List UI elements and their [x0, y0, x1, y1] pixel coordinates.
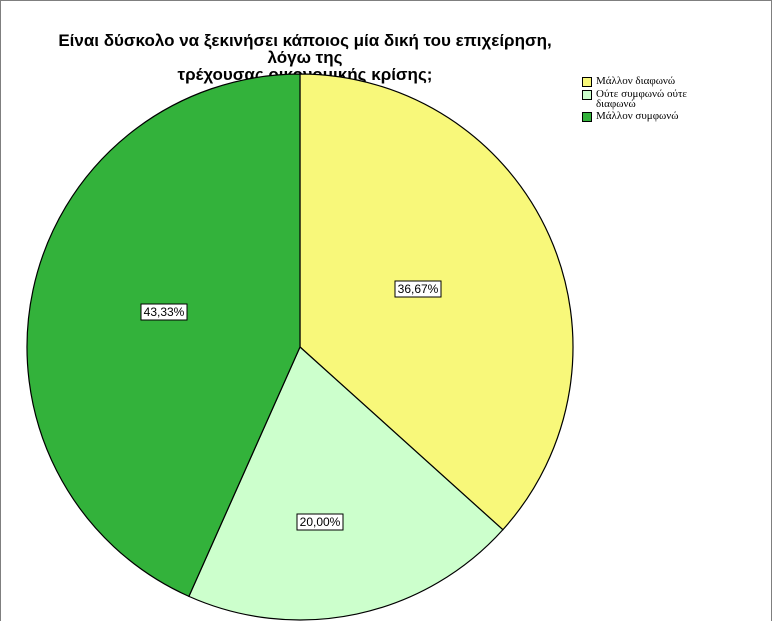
slice-value-label-box: [296, 513, 344, 531]
slice-value-label-2: 20,00%: [296, 513, 344, 531]
chart-legend: Μάλλον διαφωνώ Ούτε συμφωνώ ούτε διαφωνώ Μ…: [582, 76, 762, 124]
slice-value-label-text: 43,33%: [144, 305, 185, 319]
legend-item-1: Μάλλον διαφωνώ: [582, 76, 762, 87]
legend-item-2: Ούτε συμφωνώ ούτε διαφωνώ: [582, 88, 762, 110]
legend-item-3: Μάλλον συμφωνώ: [582, 111, 762, 122]
slice-value-label-text: 20,00%: [300, 515, 341, 529]
legend-swatch: [582, 77, 592, 87]
slice-value-label-box: [394, 280, 442, 298]
slice-value-label-3: 43,33%: [140, 303, 188, 321]
pie-slice-2: [188, 346, 504, 621]
legend-label: Μάλλον διαφωνώ: [596, 75, 676, 87]
chart-title-line-1: Είναι δύσκολο να ξεκινήσει κάποιος μία δ…: [58, 31, 552, 67]
pie-slice-1: [299, 73, 574, 531]
legend-swatch: [582, 90, 592, 100]
legend-swatch: [582, 112, 592, 122]
legend-label: Ούτε συμφωνώ ούτε διαφωνώ: [596, 88, 687, 110]
slice-value-label-1: 36,67%: [394, 280, 442, 298]
legend-label: Μάλλον συμφωνώ: [596, 110, 679, 122]
pie-slice-3: [26, 73, 301, 598]
slice-value-label-box: [140, 303, 188, 321]
slice-value-label-text: 36,67%: [398, 282, 439, 296]
